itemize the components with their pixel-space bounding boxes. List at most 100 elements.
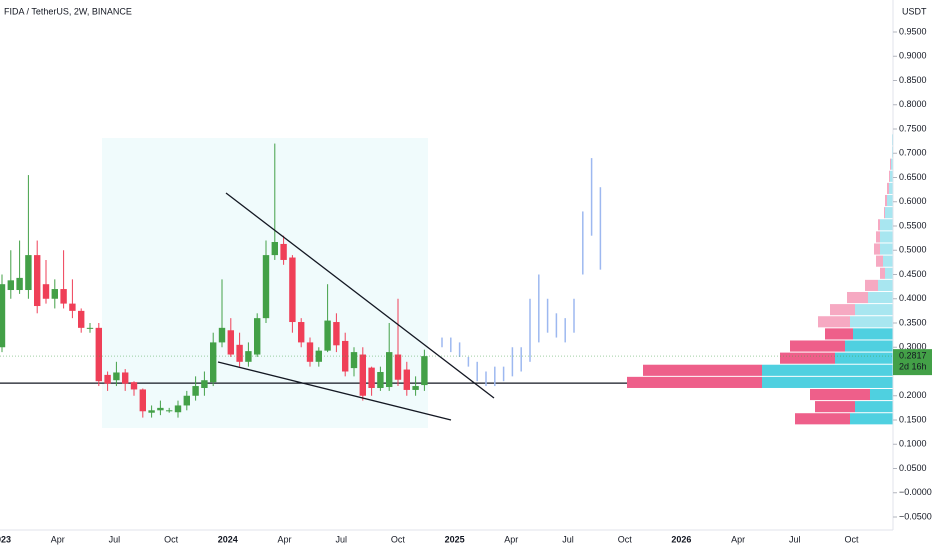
candle-body — [210, 342, 217, 383]
volume-sell — [878, 219, 880, 231]
candle-body — [166, 410, 173, 412]
y-tick-label: −0.0000 — [899, 487, 932, 497]
volume-buy — [850, 413, 893, 425]
y-tick-label: 0.3000 — [899, 342, 927, 352]
volume-sell — [847, 291, 868, 304]
plot-area — [0, 134, 893, 425]
candle-body — [289, 257, 296, 323]
candle-body — [245, 351, 252, 362]
candle-body — [368, 367, 375, 388]
volume-buy — [845, 340, 893, 352]
y-tick-label: 0.0500 — [899, 463, 927, 473]
volume-sell — [880, 267, 885, 279]
candle-body — [333, 322, 340, 346]
x-tick-label: Apr — [504, 534, 518, 544]
candle-body — [0, 284, 6, 348]
candle-body — [148, 410, 155, 413]
volume-sell — [874, 243, 880, 255]
volume-buy — [868, 291, 893, 304]
candle-body — [350, 352, 358, 369]
volume-buy — [855, 304, 893, 316]
volume-sell — [876, 231, 880, 243]
candle-body — [306, 342, 314, 362]
volume-sell — [643, 364, 762, 376]
volume-sell — [865, 279, 878, 291]
candle-body — [86, 327, 94, 329]
candle-body — [130, 382, 138, 390]
candle-body — [386, 352, 393, 388]
volume-buy — [762, 376, 893, 388]
candle-body — [218, 327, 226, 343]
y-tick-label: 0.7500 — [899, 123, 927, 133]
y-tick-label: 0.3500 — [899, 317, 927, 327]
candle-body — [7, 280, 14, 291]
candle-body — [254, 318, 261, 355]
volume-buy — [889, 182, 893, 194]
x-tick-label: Oct — [164, 534, 179, 544]
chart-title: FIDA / TetherUS, 2W, BINANCE — [4, 6, 132, 16]
candle-body — [34, 255, 41, 307]
y-tick-label: 0.7000 — [899, 148, 927, 158]
candle-body — [403, 369, 410, 390]
volume-buy — [853, 328, 893, 340]
candle-body — [324, 320, 331, 351]
volume-sell — [818, 316, 850, 328]
candle-body — [113, 372, 120, 381]
y-tick-label: 0.2000 — [899, 390, 927, 400]
candle-body — [201, 380, 208, 388]
y-tick-label: 0.4000 — [899, 293, 927, 303]
candle-body — [69, 303, 76, 311]
price-label-box — [893, 349, 932, 376]
volume-sell — [795, 413, 850, 425]
trend-line — [217, 361, 452, 421]
candle-body — [78, 310, 85, 328]
volume-buy — [878, 279, 893, 291]
volume-buy — [880, 243, 893, 255]
candle-body — [280, 243, 287, 260]
candle-body — [122, 372, 129, 384]
candle-body — [139, 389, 146, 412]
candle-body — [95, 327, 102, 382]
currency-label: USDT — [902, 6, 927, 16]
volume-sell — [810, 388, 870, 401]
volume-sell — [825, 328, 853, 340]
y-tick-label: 0.5000 — [899, 245, 927, 255]
volume-buy — [855, 401, 893, 413]
volume-buy — [885, 207, 893, 219]
y-tick-label: 0.8000 — [899, 99, 927, 109]
volume-sell — [885, 194, 887, 207]
x-tick-label: Apr — [277, 534, 291, 544]
volume-buy — [883, 255, 893, 267]
x-tick-label: Jul — [109, 534, 121, 544]
volume-buy — [880, 231, 893, 243]
price-label: 0.2817 — [899, 351, 927, 361]
volume-sell — [876, 255, 883, 267]
countdown: 2d 16h — [899, 362, 927, 372]
x-tick-label: Oct — [618, 534, 633, 544]
y-tick-label: 0.6500 — [899, 172, 927, 182]
candle-body — [271, 242, 278, 256]
x-tick-label: 2025 — [445, 534, 465, 544]
candle-body — [262, 255, 270, 319]
volume-buy — [880, 219, 893, 231]
volume-sell — [830, 304, 855, 316]
candle-body — [236, 344, 243, 362]
candle-body — [359, 354, 366, 396]
x-tick-label: Jul — [335, 534, 347, 544]
volume-buy — [890, 170, 893, 182]
candle-body — [394, 354, 402, 380]
x-tick-label: Oct — [391, 534, 406, 544]
y-tick-label: 0.1500 — [899, 414, 927, 424]
x-tick-label: 2023 — [0, 534, 11, 544]
volume-sell — [887, 182, 889, 194]
candle-body — [227, 330, 234, 355]
candle-body — [51, 289, 58, 299]
y-tick-label: 0.1000 — [899, 439, 927, 449]
volume-buy — [850, 316, 893, 328]
volume-buy — [762, 364, 893, 376]
candle-body — [377, 371, 384, 388]
volume-sell — [890, 158, 891, 170]
candle-body — [183, 395, 190, 406]
x-tick-label: Apr — [51, 534, 65, 544]
